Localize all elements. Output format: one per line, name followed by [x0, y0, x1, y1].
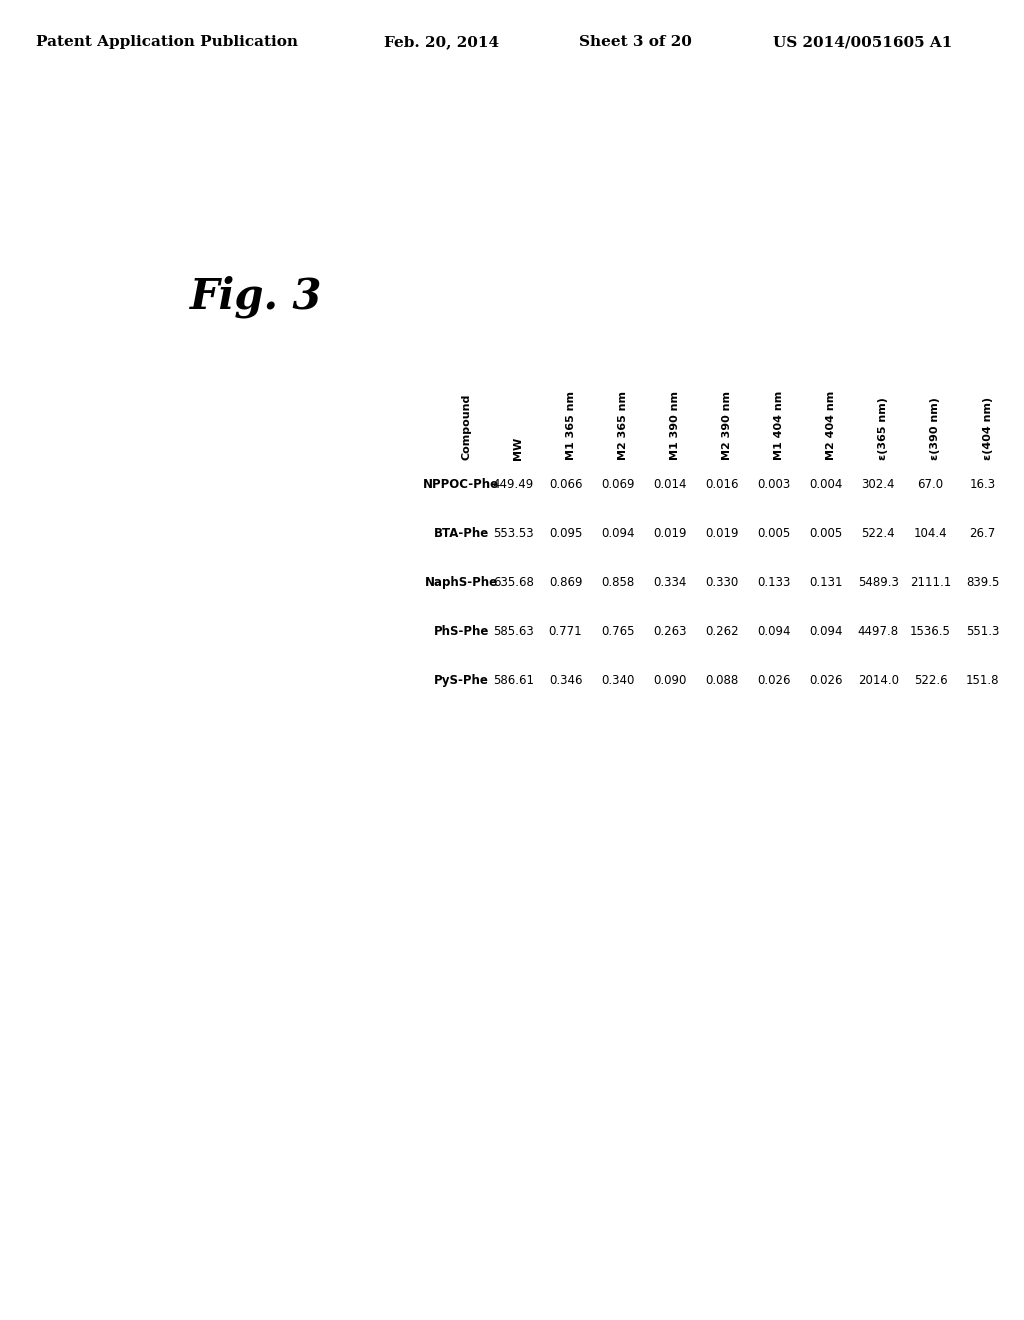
Text: 553.53: 553.53 [494, 527, 534, 540]
Text: ε(390 nm): ε(390 nm) [931, 397, 940, 461]
Text: 0.262: 0.262 [706, 624, 738, 638]
Text: 0.765: 0.765 [601, 624, 635, 638]
Text: 2014.0: 2014.0 [858, 675, 899, 686]
Text: NPPOC-Phe: NPPOC-Phe [423, 478, 500, 491]
Text: 0.133: 0.133 [758, 576, 791, 589]
Text: 0.019: 0.019 [706, 527, 738, 540]
Text: 0.771: 0.771 [549, 624, 583, 638]
Text: US 2014/0051605 A1: US 2014/0051605 A1 [773, 36, 952, 49]
Text: NaphS-Phe: NaphS-Phe [425, 576, 498, 589]
Text: 0.094: 0.094 [758, 624, 791, 638]
Text: 104.4: 104.4 [913, 527, 947, 540]
Text: 0.330: 0.330 [706, 576, 738, 589]
Text: 0.026: 0.026 [809, 675, 843, 686]
Text: 0.346: 0.346 [549, 675, 583, 686]
Text: Feb. 20, 2014: Feb. 20, 2014 [384, 36, 499, 49]
Text: M2 390 nm: M2 390 nm [722, 391, 732, 461]
Text: 0.004: 0.004 [810, 478, 843, 491]
Text: M1 390 nm: M1 390 nm [670, 391, 680, 461]
Text: 151.8: 151.8 [966, 675, 999, 686]
Text: 522.4: 522.4 [861, 527, 895, 540]
Text: 0.263: 0.263 [653, 624, 686, 638]
Text: 0.095: 0.095 [549, 527, 583, 540]
Text: 67.0: 67.0 [918, 478, 943, 491]
Text: 0.005: 0.005 [810, 527, 843, 540]
Text: 0.005: 0.005 [758, 527, 791, 540]
Text: 551.3: 551.3 [966, 624, 999, 638]
Text: 0.869: 0.869 [549, 576, 583, 589]
Text: 302.4: 302.4 [861, 478, 895, 491]
Text: 0.131: 0.131 [809, 576, 843, 589]
Text: Compound: Compound [461, 393, 471, 461]
Text: 522.6: 522.6 [913, 675, 947, 686]
Text: 0.016: 0.016 [706, 478, 738, 491]
Text: 0.090: 0.090 [653, 675, 686, 686]
Text: 0.069: 0.069 [601, 478, 635, 491]
Text: 4497.8: 4497.8 [858, 624, 899, 638]
Text: 1536.5: 1536.5 [910, 624, 951, 638]
Text: 0.088: 0.088 [706, 675, 738, 686]
Text: MW: MW [513, 437, 523, 461]
Text: Patent Application Publication: Patent Application Publication [36, 36, 298, 49]
Text: 0.094: 0.094 [809, 624, 843, 638]
Text: M1 404 nm: M1 404 nm [774, 391, 784, 461]
Text: M2 404 nm: M2 404 nm [826, 391, 837, 461]
Text: ε(404 nm): ε(404 nm) [983, 397, 992, 461]
Text: M1 365 nm: M1 365 nm [565, 391, 575, 461]
Text: 635.68: 635.68 [493, 576, 534, 589]
Text: 586.61: 586.61 [493, 675, 534, 686]
Text: 0.094: 0.094 [601, 527, 635, 540]
Text: 0.026: 0.026 [758, 675, 791, 686]
Text: 0.066: 0.066 [549, 478, 583, 491]
Text: PyS-Phe: PyS-Phe [434, 675, 488, 686]
Text: Fig. 3: Fig. 3 [189, 276, 323, 318]
Text: 0.003: 0.003 [758, 478, 791, 491]
Text: 0.340: 0.340 [601, 675, 634, 686]
Text: 839.5: 839.5 [966, 576, 999, 589]
Text: 0.019: 0.019 [653, 527, 686, 540]
Text: 16.3: 16.3 [970, 478, 995, 491]
Text: Sheet 3 of 20: Sheet 3 of 20 [579, 36, 691, 49]
Text: 0.858: 0.858 [601, 576, 634, 589]
Text: 0.334: 0.334 [653, 576, 686, 589]
Text: 449.49: 449.49 [493, 478, 535, 491]
Text: ε(365 nm): ε(365 nm) [879, 397, 888, 461]
Text: PhS-Phe: PhS-Phe [433, 624, 488, 638]
Text: 2111.1: 2111.1 [909, 576, 951, 589]
Text: 26.7: 26.7 [970, 527, 995, 540]
Text: BTA-Phe: BTA-Phe [433, 527, 488, 540]
Text: M2 365 nm: M2 365 nm [617, 391, 628, 461]
Text: 0.014: 0.014 [653, 478, 686, 491]
Text: 5489.3: 5489.3 [858, 576, 899, 589]
Text: 585.63: 585.63 [493, 624, 534, 638]
